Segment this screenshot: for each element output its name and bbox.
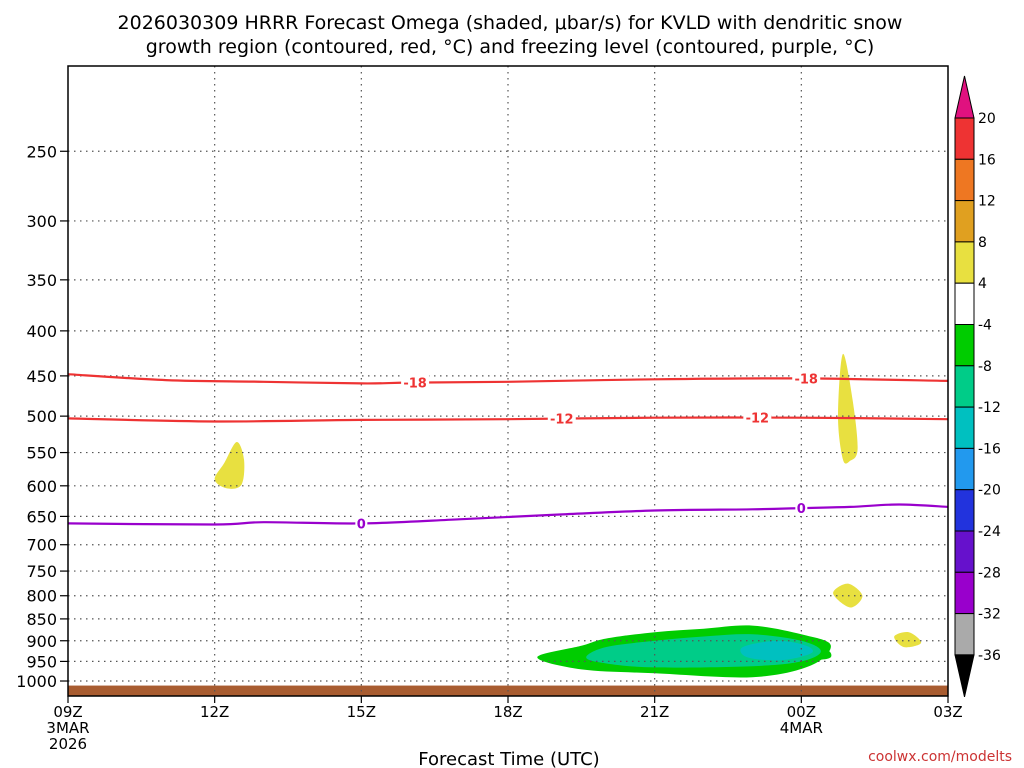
x-tick-label-18Z: 18Z [493,703,522,721]
colorbar-box-3 [954,241,975,284]
colorbar-box-1 [954,158,975,202]
dgz-minus12-label-bg-1 [743,409,772,426]
x-tick-label-12Z: 12Z [200,703,229,721]
y-tick-label-600: 600 [26,477,57,496]
omega-pos-4-8-b [838,353,858,464]
colorbar-label-0: 20 [978,111,996,127]
colorbar-box-2 [954,200,975,243]
chart-title-line2: growth region (contoured, red, °C) and f… [146,36,875,58]
y-tick-label-650: 650 [26,507,57,526]
colorbar-box-7 [954,406,975,449]
colorbar-label-5: -4 [978,318,992,334]
dgz-minus12-label-0: -12 [550,413,574,428]
colorbar-label-8: -16 [978,441,1001,457]
dgz-minus12-line [67,416,949,423]
colorbar-box-12 [954,613,975,656]
x-axis-label: Forecast Time (UTC) [418,749,599,768]
omega-shading [214,353,922,678]
omega-neg-12-16 [740,640,813,661]
dgz-minus12-label-bg-0 [547,410,576,427]
x-tick-date-09Z: 3MAR [46,719,89,737]
chart-title-line1: 2026030309 HRRR Forecast Omega (shaded, … [118,12,903,34]
dgz-minus18-line [67,373,949,385]
y-tick-label-400: 400 [26,322,57,341]
y-tick-label-300: 300 [26,212,57,231]
x-tick-label-21Z: 21Z [640,703,669,721]
colorbar-label-7: -12 [978,400,1001,416]
freezing-level-label-0: 0 [357,517,366,532]
colorbar-label-13: -36 [978,648,1001,664]
freezing-level-label-1: 0 [797,502,806,517]
y-tick-label-700: 700 [26,536,57,555]
colorbar-box-8 [954,447,975,491]
x-tick-year-09Z: 2026 [49,735,87,753]
y-tick-label-900: 900 [26,632,57,651]
colorbar-box-9 [954,489,975,532]
dgz-minus18-label-1: -18 [794,373,818,388]
colorbar-box-4 [954,282,975,326]
y-axis: 250 300 350 400 450 500 550 600 650 700 750 800 850 9… [16,142,68,691]
freezing-level-label-bg-0 [355,515,368,532]
y-tick-label-500: 500 [26,407,57,426]
x-tick-label-03Z: 03Z [933,703,962,721]
colorbar-box-0 [954,117,975,160]
y-tick-label-550: 550 [26,444,57,463]
y-tick-label-450: 450 [26,367,57,386]
freezing-level-line [67,503,949,526]
x-tick-label-15Z: 15Z [347,703,376,721]
colorbar-label-11: -28 [978,565,1001,581]
freezing-level-label-bg-1 [795,500,808,517]
dgz-minus18-label-0: -18 [403,377,427,392]
colorbar-label-9: -20 [978,483,1001,499]
credit-text: coolwx.com/modelts [868,749,1012,765]
colorbar-box-5 [954,324,975,367]
colorbar-label-4: 4 [978,276,987,292]
colorbar-label-1: 16 [978,152,996,168]
colorbar-box-11 [954,571,975,615]
colorbar-top-arrow [954,75,975,119]
y-tick-label-800: 800 [26,587,57,606]
colorbar-label-12: -32 [978,607,1001,623]
colorbar-box-10 [954,530,975,573]
dgz-minus12-label-1: -12 [746,412,770,427]
y-tick-label-1000: 1000 [16,672,57,691]
colorbar-bottom-arrow [954,654,975,698]
colorbar-label-10: -24 [978,524,1001,540]
grid-lines [68,66,948,696]
omega-pos-4-8-c [833,583,863,608]
y-tick-label-750: 750 [26,562,57,581]
temperature-contours: -18 -18 -12 -12 0 0 [67,370,949,532]
omega-pos-4-8-d [894,631,922,648]
x-tick-label-09Z: 09Z [53,703,82,721]
colorbar-box-6 [954,365,975,408]
dgz-minus18-label-bg-0 [401,374,430,391]
colorbar-label-2: 12 [978,194,996,210]
colorbar-label-3: 8 [978,235,987,251]
colorbar: 20 16 12 8 4 -4 -8 -12 -16 -20 -24 -28 -32 -36 [954,75,1001,698]
y-tick-label-350: 350 [26,271,57,290]
x-tick-label-00Z: 00Z [787,703,816,721]
y-tick-label-850: 850 [26,610,57,629]
x-tick-date-00Z: 4MAR [780,719,823,737]
omega-pos-4-8-a [214,441,245,489]
colorbar-label-6: -8 [978,359,992,375]
dgz-minus18-label-bg-1 [792,370,821,387]
y-tick-label-950: 950 [26,652,57,671]
y-tick-label-250: 250 [26,142,57,161]
